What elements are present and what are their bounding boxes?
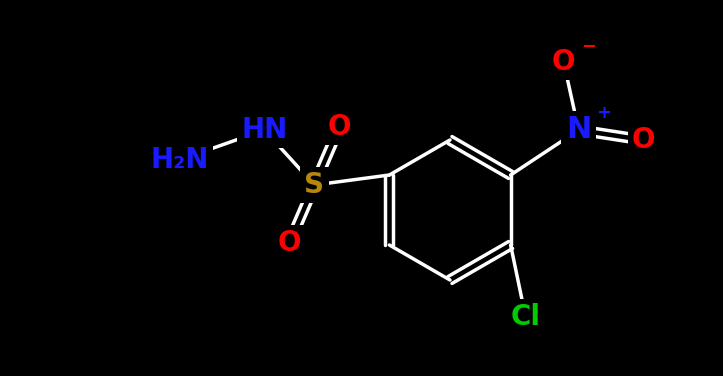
Text: Cl: Cl [510, 303, 541, 331]
Text: O: O [278, 229, 301, 257]
Text: HN: HN [241, 116, 288, 144]
Text: O: O [632, 126, 655, 154]
Text: S: S [304, 171, 325, 199]
Text: +: + [596, 104, 612, 122]
Text: H₂N: H₂N [150, 146, 208, 174]
Text: O: O [552, 48, 576, 76]
Text: O: O [328, 113, 351, 141]
Text: −: − [581, 38, 596, 56]
Text: N: N [566, 115, 591, 144]
